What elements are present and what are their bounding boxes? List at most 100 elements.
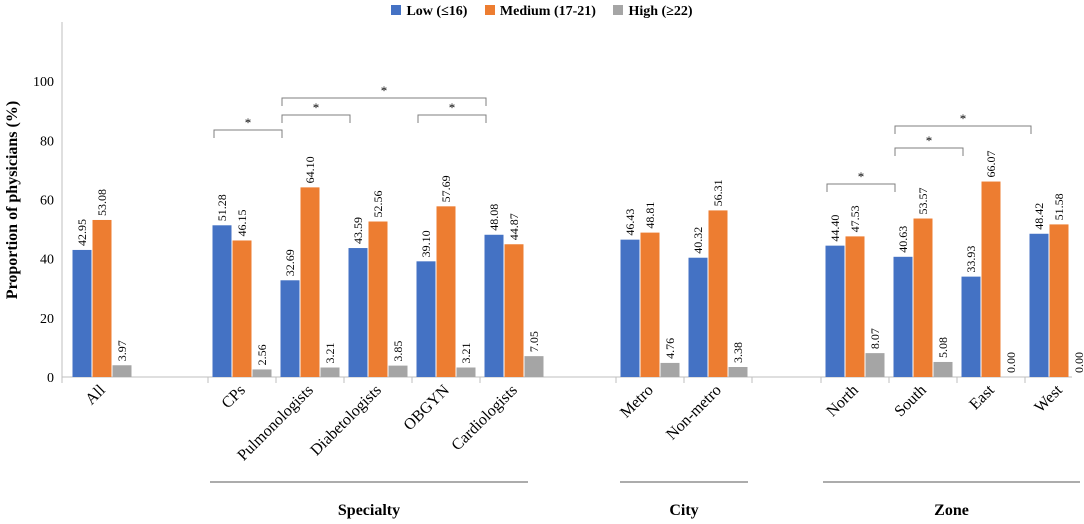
bar-8-1: [846, 236, 865, 377]
bar-value-label: 32.69: [283, 249, 297, 276]
significance-star: *: [381, 83, 388, 98]
significance-bracket: [418, 115, 486, 123]
category-label: West: [1031, 381, 1066, 416]
significance-star: *: [960, 111, 967, 126]
bar-value-label: 3.21: [323, 343, 337, 364]
bar-value-label: 51.58: [1052, 193, 1066, 220]
bar-11-1: [1050, 224, 1069, 377]
bar-6-1: [641, 233, 660, 377]
bar-11-0: [1030, 234, 1049, 377]
bar-4-2: [457, 368, 476, 377]
bar-value-label: 48.08: [487, 204, 501, 231]
bar-value-label: 48.42: [1032, 203, 1046, 230]
bar-6-2: [661, 363, 680, 377]
bar-value-label: 2.56: [255, 344, 269, 365]
bar-value-label: 0.00: [1004, 352, 1018, 373]
bar-7-0: [689, 258, 708, 377]
category-label: All: [82, 381, 109, 408]
bar-value-label: 39.10: [419, 230, 433, 257]
bar-value-label: 3.38: [731, 342, 745, 363]
category-label: CPs: [219, 382, 249, 412]
bar-9-0: [894, 257, 913, 377]
bar-value-label: 8.07: [868, 328, 882, 349]
category-label: Diabetologists: [307, 382, 384, 459]
bar-value-label: 40.63: [896, 226, 910, 253]
category-label: East: [966, 381, 998, 413]
bar-1-0: [213, 225, 232, 377]
bar-value-label: 42.95: [75, 219, 89, 246]
category-label: OBGYN: [401, 381, 454, 434]
group-label: City: [669, 502, 698, 519]
group-label: Specialty: [338, 502, 400, 519]
bar-value-label: 52.56: [371, 191, 385, 218]
bar-value-label: 44.40: [828, 215, 842, 242]
bar-2-1: [301, 187, 320, 377]
y-tick-label: 80: [40, 134, 54, 149]
significance-bracket: [282, 115, 350, 123]
bar-value-label: 47.53: [848, 205, 862, 232]
y-tick-label: 40: [40, 253, 54, 268]
significance-star: *: [858, 169, 865, 184]
significance-star: *: [245, 115, 252, 130]
bar-1-1: [233, 240, 252, 377]
bar-value-label: 51.28: [215, 194, 229, 221]
y-tick-label: 20: [40, 312, 54, 327]
bar-chart: 020406080100 42.9553.083.97All51.2846.15…: [0, 0, 1084, 524]
bar-10-0: [962, 277, 981, 377]
bar-value-label: 0.00: [1072, 352, 1084, 373]
significance-bracket: [895, 126, 1031, 134]
bar-value-label: 56.31: [711, 179, 725, 206]
category-label: North: [823, 382, 861, 420]
bar-value-label: 33.93: [964, 246, 978, 273]
bar-value-label: 3.21: [459, 343, 473, 364]
bar-4-1: [437, 206, 456, 377]
bar-3-0: [349, 248, 368, 377]
bar-6-0: [621, 240, 640, 377]
significance-star: *: [313, 100, 320, 115]
category-groups: Specialty City Zone: [210, 482, 1080, 519]
bar-value-label: 3.97: [115, 340, 129, 361]
y-axis-label: Proportion of physicians (%): [4, 101, 21, 299]
bar-8-2: [866, 353, 885, 377]
bar-7-1: [709, 210, 728, 377]
significance-bracket: [827, 184, 895, 192]
bar-0-0: [73, 250, 92, 377]
bar-value-label: 53.08: [95, 189, 109, 216]
bar-value-label: 44.87: [507, 213, 521, 240]
significance-star: *: [449, 100, 456, 115]
bar-3-2: [389, 366, 408, 377]
bar-value-label: 57.69: [439, 175, 453, 202]
bar-0-2: [113, 365, 132, 377]
bar-value-label: 3.85: [391, 341, 405, 362]
bar-value-label: 66.07: [984, 151, 998, 178]
significance-bracket: [895, 148, 963, 156]
significance-bracket: [214, 130, 282, 138]
bar-0-1: [93, 220, 112, 377]
bar-9-1: [914, 219, 933, 377]
bar-2-0: [281, 280, 300, 377]
bar-value-label: 43.59: [351, 217, 365, 244]
bar-value-label: 64.10: [303, 156, 317, 183]
group-label: Zone: [934, 502, 969, 519]
category-label: Metro: [617, 382, 657, 422]
y-tick-label: 60: [40, 194, 54, 209]
bar-value-label: 46.15: [235, 209, 249, 236]
bar-5-1: [505, 244, 524, 377]
category-label: South: [891, 382, 929, 420]
bar-5-2: [525, 356, 544, 377]
bar-value-label: 7.05: [527, 331, 541, 352]
bar-8-0: [826, 246, 845, 377]
bar-1-2: [253, 369, 272, 377]
bar-value-label: 40.32: [691, 227, 705, 254]
bar-3-1: [369, 222, 388, 377]
significance-brackets: * * * * * * *: [214, 83, 1031, 192]
bar-5-0: [485, 235, 504, 377]
y-tick-label: 100: [33, 75, 54, 90]
bar-value-label: 48.81: [643, 202, 657, 229]
bar-10-1: [982, 182, 1001, 377]
bar-7-2: [729, 367, 748, 377]
category-label: Cardiologists: [448, 382, 520, 454]
bar-value-label: 46.43: [623, 209, 637, 236]
bar-2-2: [321, 368, 340, 377]
bar-value-label: 4.76: [663, 338, 677, 359]
